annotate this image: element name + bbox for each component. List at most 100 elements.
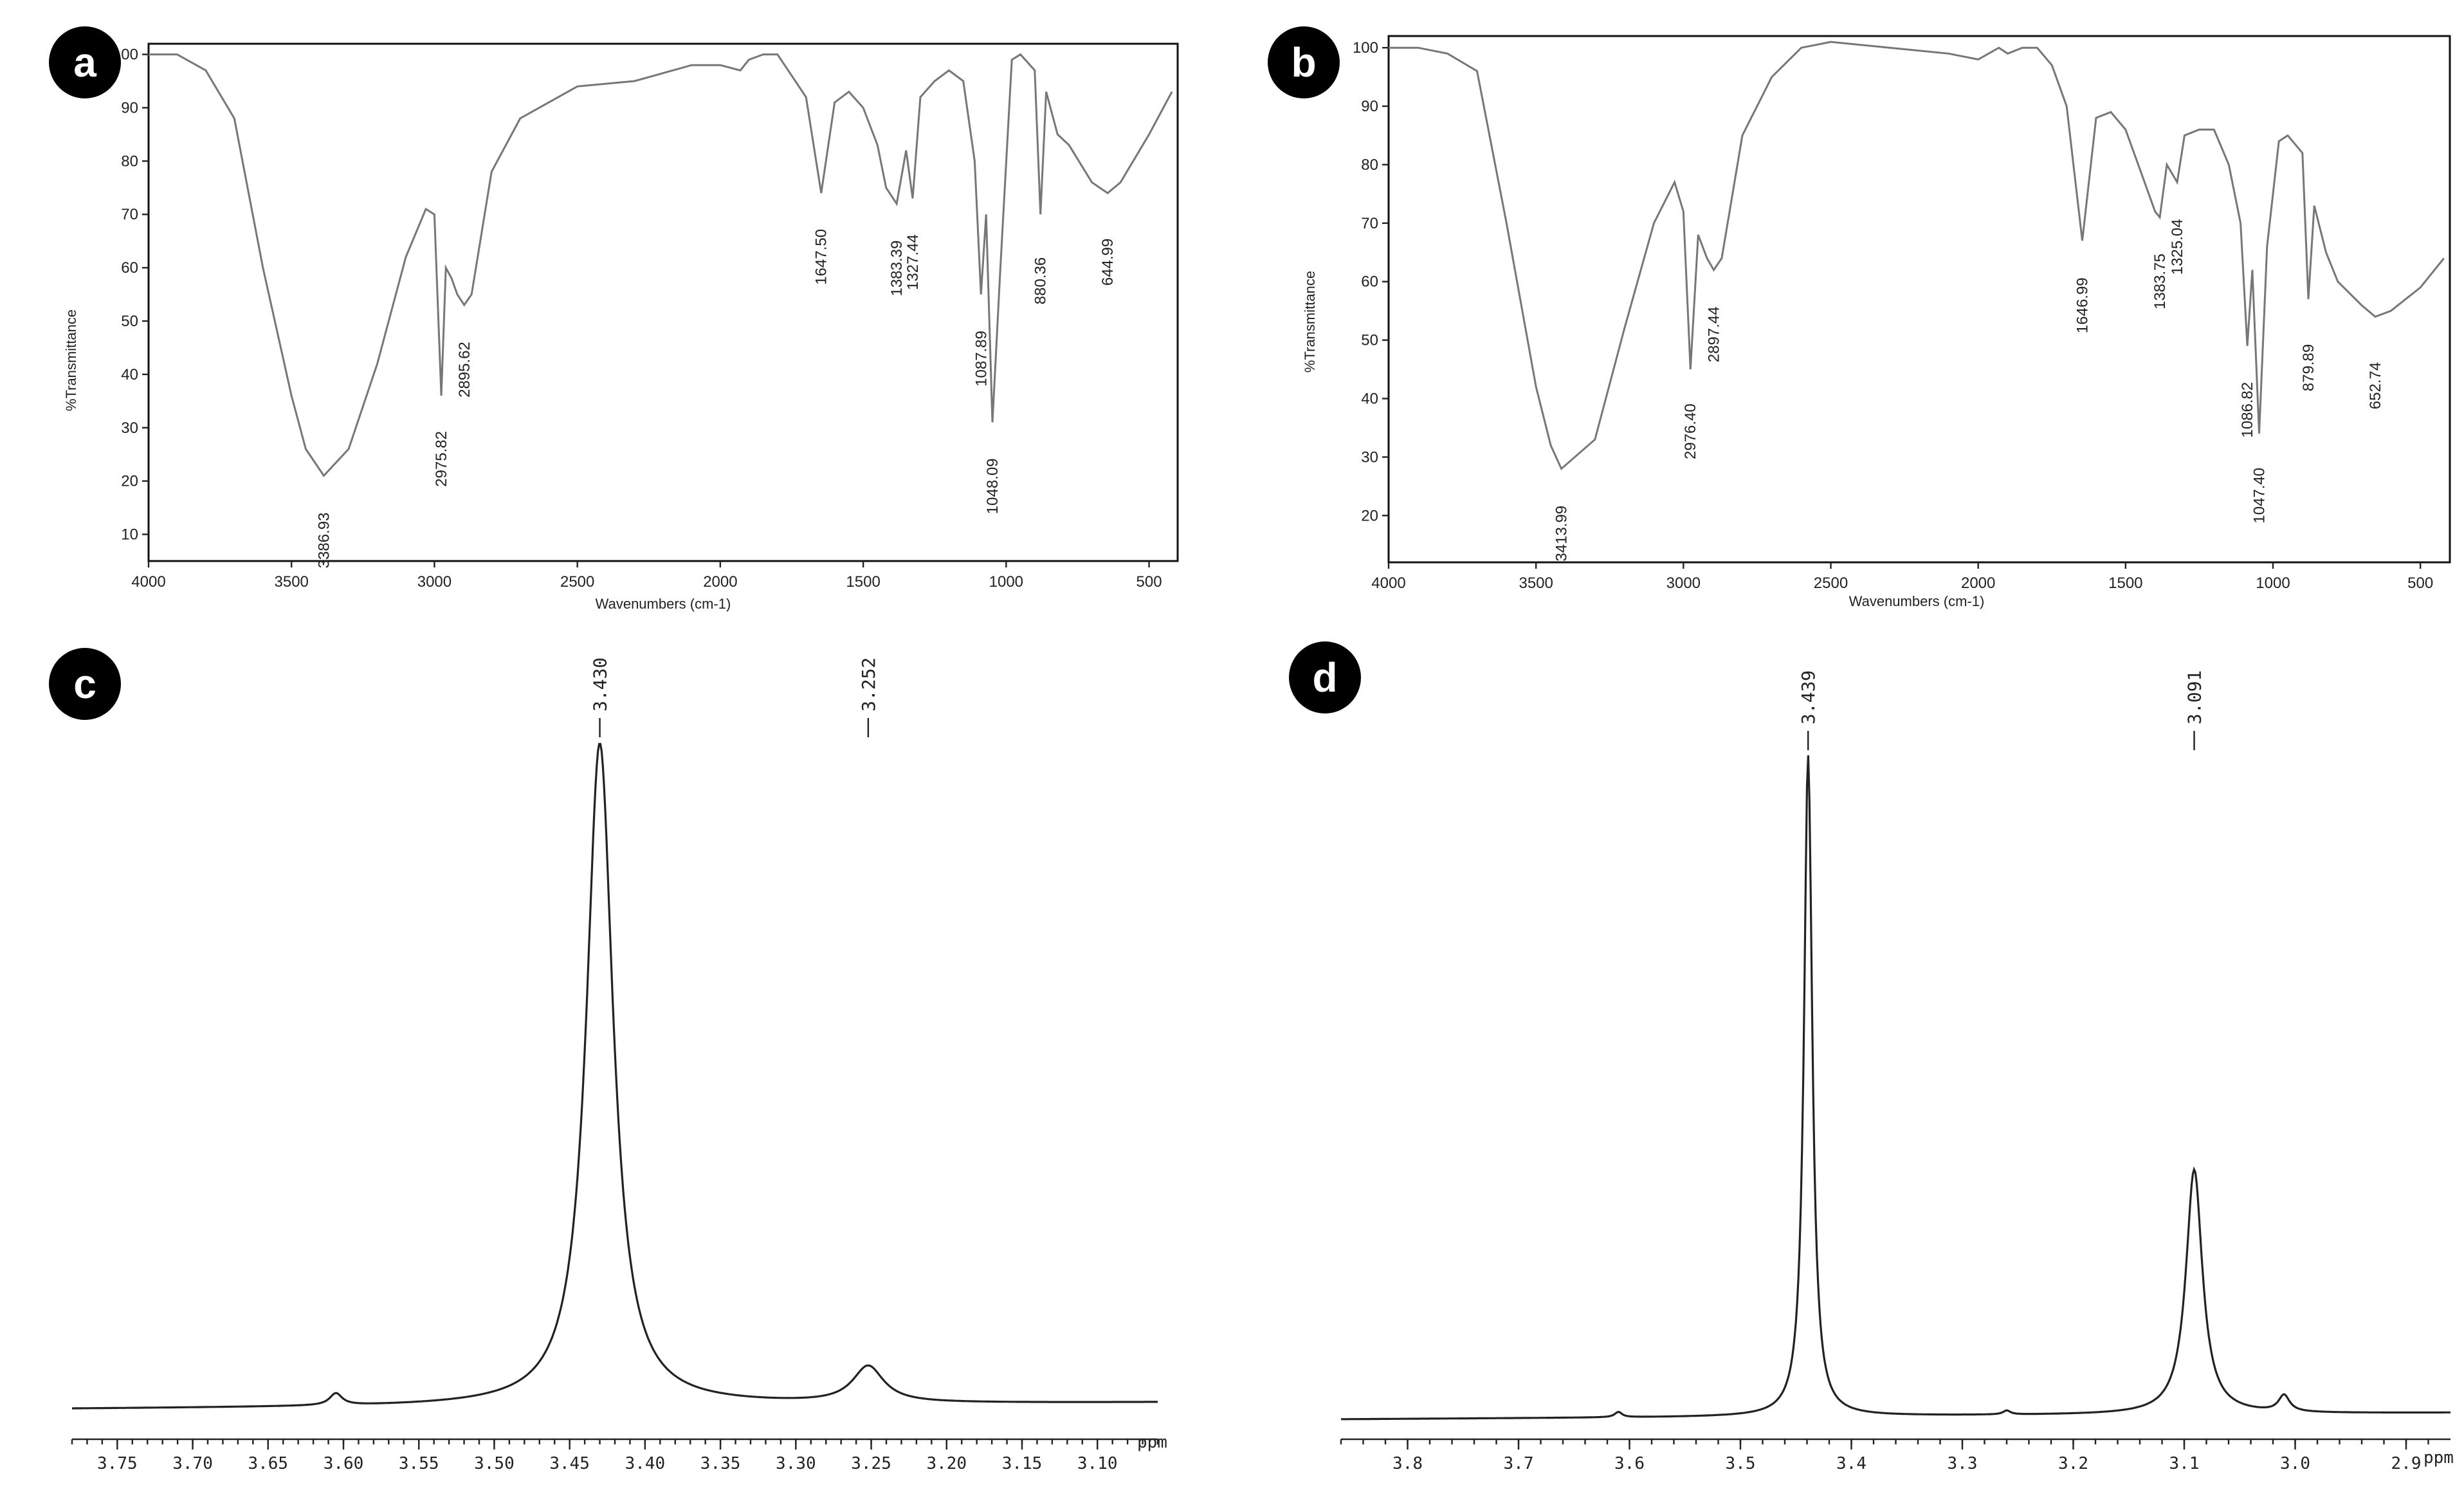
x-tick-label: 500: [1136, 573, 1162, 591]
plot-frame-a: [147, 42, 1179, 562]
x-axis-b: 4000 3500 3000 2500 2000 1500 1000 500: [1371, 562, 2433, 592]
svg-text:a: a: [73, 39, 96, 86]
nmr-spectrum-line: [72, 742, 1158, 1410]
y-axis-b: 20 30 40 50 60 70 80 90 100: [1353, 39, 1389, 524]
x-tick-label: 3.45: [549, 1454, 590, 1473]
x-axis-unit-c: ppm: [1137, 1433, 1167, 1452]
x-axis-title-a: Wavenumbers (cm-1): [596, 596, 731, 612]
x-tick-label: 2.9: [2391, 1454, 2422, 1473]
peak-label: 1327.44: [904, 234, 922, 290]
y-tick-label: 80: [1361, 156, 1378, 174]
panel-badge-a: a: [49, 26, 121, 98]
peak-label: 1086.82: [2239, 382, 2256, 438]
x-axis-unit-d: ppm: [2423, 1448, 2454, 1468]
x-axis-a: 4000 3500 3000 2500 2000 1500 1000 500: [131, 561, 1162, 591]
x-tick-label: 3.50: [474, 1454, 515, 1473]
peak-labels-c: 3.430 3.252: [590, 658, 879, 737]
x-tick-label: 3.10: [1077, 1454, 1118, 1473]
x-tick-label: 2500: [560, 573, 594, 591]
y-tick-label: 20: [121, 473, 138, 490]
y-tick-label: 40: [121, 366, 138, 383]
series-a: [149, 53, 1173, 477]
y-tick-label: 90: [1361, 98, 1378, 115]
x-tick-label: 2000: [703, 573, 737, 591]
x-tick-label: 3.35: [700, 1454, 741, 1473]
x-tick-label: 2500: [1814, 575, 1848, 592]
svg-text:d: d: [1312, 654, 1337, 701]
series-d: [1341, 755, 2450, 1421]
peak-label: 2895.62: [456, 342, 473, 398]
peak-labels-a: 3386.93 2975.82 2895.62 1647.50 1383.391327.…: [316, 229, 1117, 568]
peak-label: 1048.09: [984, 458, 1001, 514]
peak-label: 879.89: [2300, 344, 2317, 391]
peak-label: 1087.89: [972, 331, 990, 387]
x-tick-label: 3.70: [172, 1454, 213, 1473]
x-tick-label: 1000: [2256, 575, 2290, 592]
x-tick-label: 3000: [417, 573, 452, 591]
x-tick-label: 500: [2407, 575, 2433, 592]
peak-label: 1383.75: [2151, 253, 2169, 309]
peak-label: 3.091: [2184, 670, 2205, 724]
y-tick-label: 100: [1353, 39, 1378, 57]
x-tick-label: 3.2: [2058, 1454, 2088, 1473]
y-tick-label: 80: [121, 152, 138, 170]
peak-labels-d: 3.439 3.091: [1798, 670, 2205, 750]
x-axis-c: 3.75 3.70 3.65 3.60 3.55 3.50 3.45 3.40 3.35 3.30…: [71, 1439, 1159, 1473]
y-tick-label: 20: [1361, 507, 1378, 524]
y-tick-label: 60: [121, 259, 138, 277]
x-tick-label: 3.30: [776, 1454, 816, 1473]
peak-label: 1646.99: [2074, 277, 2092, 333]
y-tick-label: 60: [1361, 273, 1378, 291]
x-tick-label: 3000: [1666, 575, 1701, 592]
peak-labels-b: 3413.99 2976.40 2897.44 1646.99 1383.751325.…: [1553, 219, 2385, 561]
peak-label: 1325.04: [2169, 219, 2186, 275]
ir-spectrum-line: [149, 53, 1173, 477]
x-tick-label: 3.75: [97, 1454, 138, 1473]
panel-badge-d: d: [1289, 641, 1361, 714]
peak-label: 1383.39: [888, 241, 906, 297]
x-tick-label: 3500: [275, 573, 309, 591]
x-tick-label: 3.65: [248, 1454, 288, 1473]
nmr-spectrum-line: [1341, 755, 2450, 1421]
x-tick-label: 3.4: [1836, 1454, 1866, 1473]
y-tick-label: 70: [121, 206, 138, 223]
peak-label: 1047.40: [2250, 468, 2268, 524]
peak-label: 644.99: [1099, 239, 1117, 286]
peak-label: 2897.44: [1705, 306, 1722, 362]
x-tick-label: 2000: [1961, 575, 1995, 592]
nmr-chart-d: 3.8 3.7 3.6 3.5 3.4 3.3 3.2 3.1 3.0 2.9 3.439 3.09…: [1340, 670, 2454, 1473]
x-tick-label: 3.40: [625, 1454, 666, 1473]
x-tick-label: 3.6: [1614, 1454, 1645, 1473]
x-tick-label: 3.0: [2280, 1454, 2310, 1473]
series-b: [1389, 41, 2445, 471]
x-tick-label: 3.8: [1392, 1454, 1423, 1473]
y-tick-label: 10: [121, 526, 138, 544]
x-tick-label: 3.25: [851, 1454, 891, 1473]
x-tick-label: 3.1: [2169, 1454, 2200, 1473]
x-tick-label: 3.15: [1002, 1454, 1043, 1473]
peak-label: 3386.93: [316, 513, 333, 569]
peak-label: 2976.40: [1682, 403, 1699, 459]
y-tick-label: 40: [1361, 391, 1378, 408]
y-axis-title-b: %Transmittance: [1302, 271, 1318, 373]
panel-badge-b: b: [1268, 26, 1340, 98]
y-tick-label: 50: [1361, 332, 1378, 349]
x-tick-label: 3.5: [1726, 1454, 1756, 1473]
peak-label: 652.74: [2367, 362, 2384, 409]
x-axis-d: 3.8 3.7 3.6 3.5 3.4 3.3 3.2 3.1 3.0 2.9: [1340, 1439, 2429, 1473]
peak-label: 3.439: [1798, 670, 1819, 724]
x-tick-label: 3.7: [1504, 1454, 1534, 1473]
x-tick-label: 4000: [1371, 575, 1405, 592]
x-tick-label: 4000: [131, 573, 165, 591]
y-axis-title-a: %Transmittance: [63, 309, 79, 411]
x-tick-label: 1000: [989, 573, 1023, 591]
x-tick-label: 3.20: [926, 1454, 967, 1473]
x-tick-label: 3.3: [1948, 1454, 1978, 1473]
peak-label: 3413.99: [1553, 506, 1571, 562]
ir-spectrum-line: [1389, 41, 2445, 471]
y-tick-label: 30: [1361, 448, 1378, 466]
ir-chart-b: 20 30 40 50 60 70 80 90 100 4000 3500 3000 2500 2000…: [1302, 35, 2451, 609]
